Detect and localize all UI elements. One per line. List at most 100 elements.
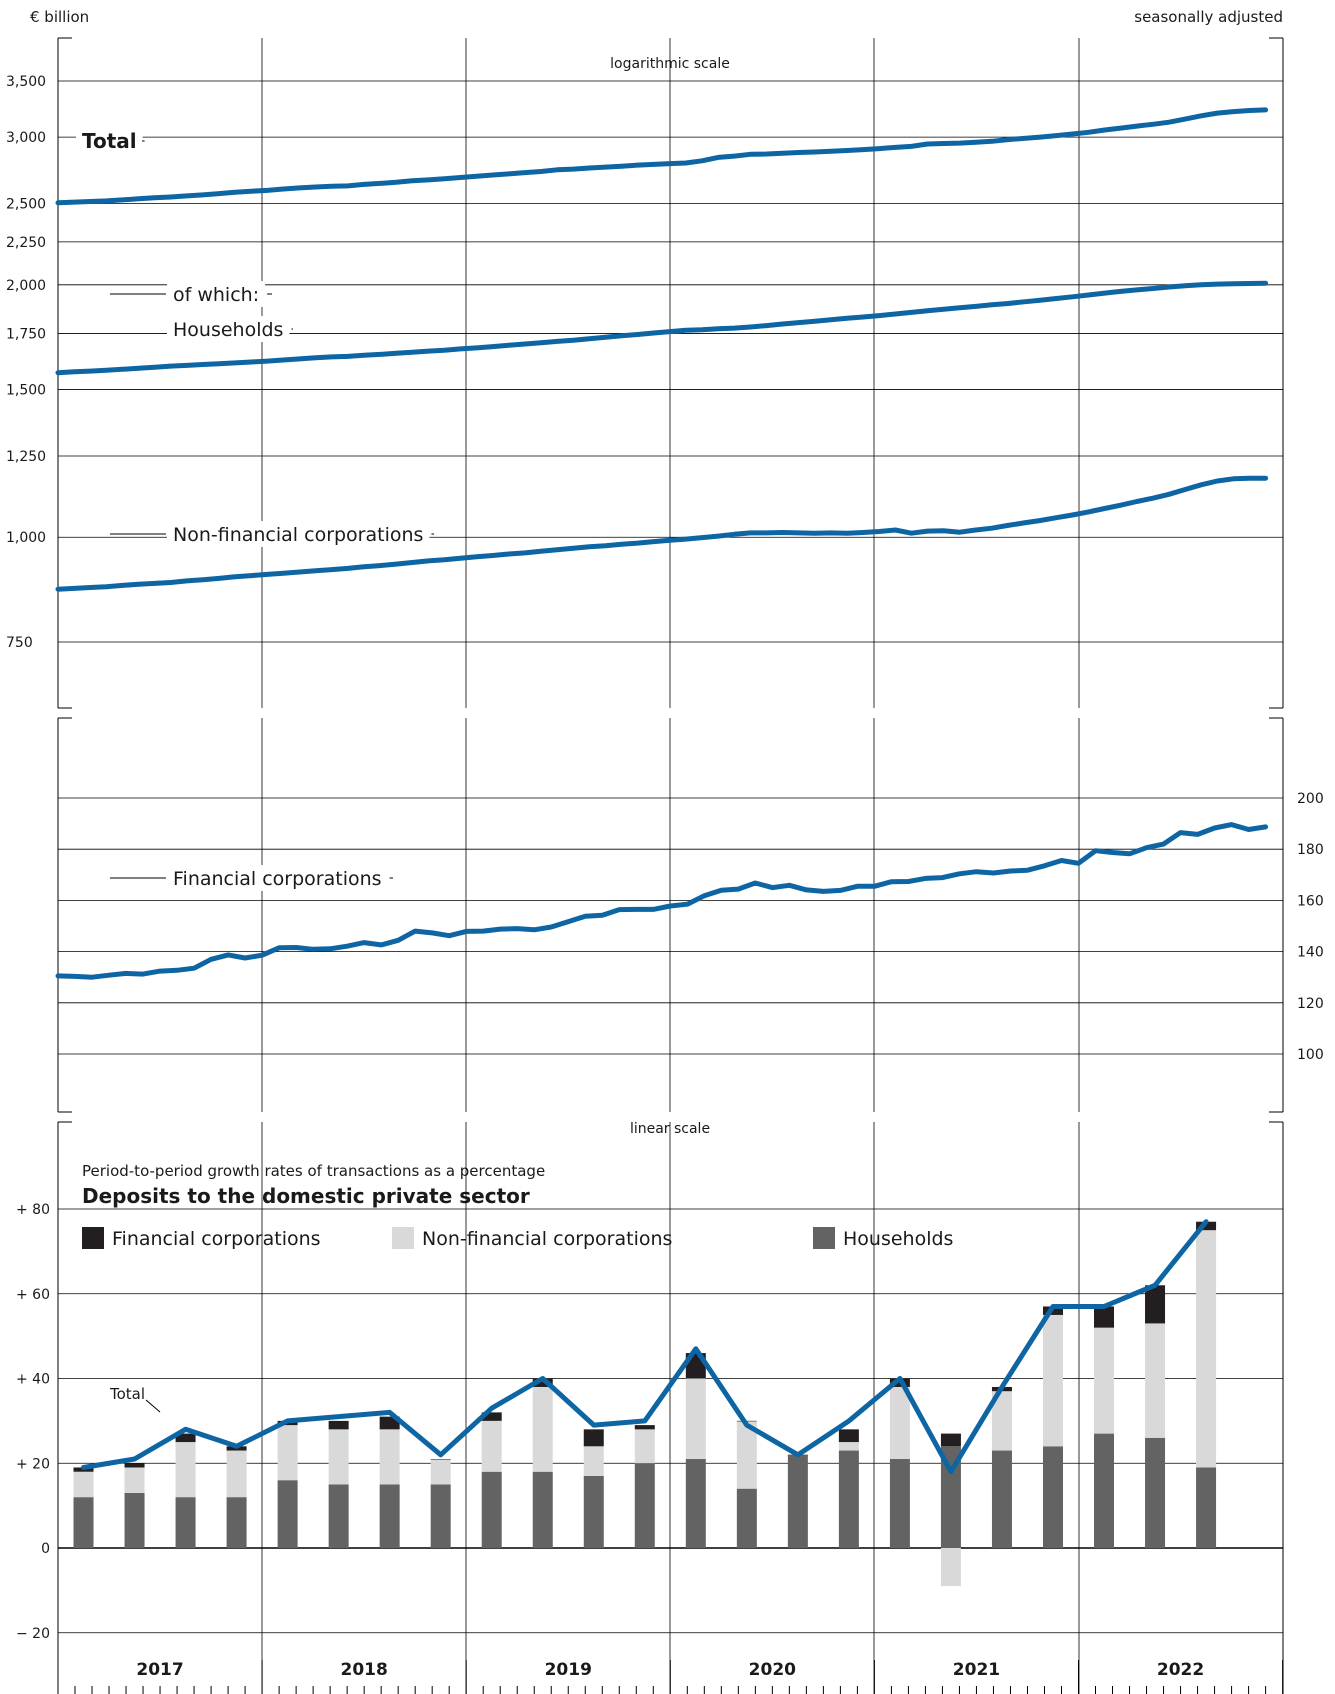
nonfinancial-bar [1196, 1230, 1217, 1468]
financial-bar [583, 1429, 604, 1447]
log-y-tick-label: 2,000 [6, 278, 46, 294]
line-layer [55, 107, 1269, 1475]
households-bar [1042, 1446, 1063, 1548]
log-y-tick-label: 1,750 [6, 326, 46, 342]
households-bar [1196, 1467, 1217, 1548]
legend-households-label: Households [843, 1228, 953, 1250]
households-bar [1094, 1433, 1115, 1548]
households-bar [277, 1480, 298, 1548]
financial-bar [940, 1433, 961, 1447]
linear-y-tick-label: 100 [1297, 1047, 1324, 1063]
nonfinancial-bar [124, 1467, 145, 1493]
nonfinancial-series-label-bg [167, 521, 430, 547]
households-bar [124, 1492, 145, 1548]
households-prefix-label: of which: [173, 284, 259, 306]
log-y-tick-label: 1,500 [6, 383, 46, 399]
nonfinancial-bar [1094, 1327, 1115, 1434]
log-y-tick-label: 1,250 [6, 449, 46, 465]
total-growth-leader [145, 1399, 161, 1413]
nonfinancial-bar [226, 1450, 247, 1498]
nonfinancial-bar [328, 1429, 349, 1485]
linear-y-tick-label: 200 [1297, 791, 1324, 807]
nonfinancial-bar [430, 1459, 451, 1485]
legend-nonfinancial-swatch [392, 1227, 414, 1249]
nonfinancial-series-label: Non-financial corporations [173, 524, 423, 546]
financial-bar [379, 1416, 400, 1430]
nonfinancial-bar [634, 1429, 655, 1464]
total-series-label-bg [76, 128, 143, 154]
households-bar [685, 1459, 706, 1548]
households-bar [1145, 1437, 1166, 1548]
households-bar [991, 1450, 1012, 1548]
nonfinancial-bar [736, 1420, 757, 1489]
households-bar [940, 1446, 961, 1548]
log-y-tick-label: 2,250 [6, 235, 46, 251]
financial-bar [634, 1425, 655, 1430]
bar-layer [73, 1221, 1217, 1587]
linear-y-tick-label: 160 [1297, 893, 1324, 909]
nonfinancial-line [55, 475, 1269, 592]
financial-bar [430, 1459, 451, 1460]
year-label: 2019 [545, 1660, 592, 1680]
unit-label: € billion [30, 8, 89, 26]
financial-bar [1094, 1306, 1115, 1328]
financial-series-label-bg [167, 865, 388, 891]
year-label: 2020 [749, 1660, 796, 1680]
financial-bar [532, 1378, 553, 1387]
log-y-tick-label: 750 [6, 635, 33, 651]
financial-series-label: Financial corporations [173, 868, 382, 890]
nonfinancial-bar [889, 1386, 910, 1460]
financial-bar [838, 1429, 859, 1443]
nonfinancial-bar [532, 1386, 553, 1472]
financial-bar [1196, 1221, 1217, 1231]
financial-bar [1145, 1285, 1166, 1324]
log-y-tick-label: 1,000 [6, 530, 46, 546]
financial-bar [175, 1433, 196, 1443]
households-prefix-label-bg [167, 281, 266, 307]
nonfinancial-bar [175, 1442, 196, 1498]
year-label: 2018 [340, 1660, 387, 1680]
log-y-tick-label: 3,500 [6, 74, 46, 90]
legend-financial-label: Financial corporations [112, 1228, 321, 1250]
total-line [55, 107, 1269, 206]
label-layer: 750 1,000 1,250 1,500 1,750 2,000 2,250 2,500 3,… [6, 74, 1324, 1680]
nonfinancial-bar [379, 1429, 400, 1485]
households-bar [328, 1484, 349, 1548]
nonfinancial-bar [277, 1425, 298, 1481]
nonfinancial-bar [481, 1420, 502, 1472]
households-line [55, 280, 1269, 376]
households-bar [787, 1454, 808, 1548]
bar-chart-subtitle: Period-to-period growth rates of transac… [82, 1162, 545, 1180]
bar-y-tick-label: + 60 [16, 1287, 50, 1303]
log-y-tick-label: 3,000 [6, 130, 46, 146]
bar-y-tick-label: + 20 [16, 1456, 50, 1472]
households-bar [583, 1475, 604, 1548]
financial-line [55, 822, 1269, 980]
nonfinancial-bar [1042, 1314, 1063, 1447]
nonfinancial-bar [583, 1446, 604, 1476]
legend-households-swatch [813, 1227, 835, 1249]
linear-y-tick-label: 180 [1297, 842, 1324, 858]
households-bar [481, 1471, 502, 1548]
households-bar [430, 1484, 451, 1548]
legend-financial-swatch [82, 1227, 104, 1249]
financial-bar [481, 1412, 502, 1421]
households-bar [226, 1497, 247, 1548]
log-y-tick-label: 2,500 [6, 197, 46, 213]
seasonally-adjusted-label: seasonally adjusted [1134, 8, 1283, 26]
year-label: 2022 [1157, 1660, 1204, 1680]
households-series-label-bg [167, 316, 290, 342]
linear-y-tick-label: 140 [1297, 945, 1324, 961]
bar-legend: Financial corporations Non-financial cor… [82, 1227, 953, 1250]
legend-nonfinancial-label: Non-financial corporations [422, 1228, 672, 1250]
households-bar [379, 1484, 400, 1548]
households-bar [889, 1459, 910, 1548]
nonfinancial-bar [940, 1548, 961, 1587]
financial-bar [124, 1463, 145, 1468]
households-bar [634, 1463, 655, 1548]
bar-y-tick-label: − 20 [16, 1626, 50, 1642]
financial-bar [328, 1420, 349, 1430]
bar-y-tick-label: 0 [41, 1541, 50, 1557]
households-series-label: Households [173, 319, 283, 341]
